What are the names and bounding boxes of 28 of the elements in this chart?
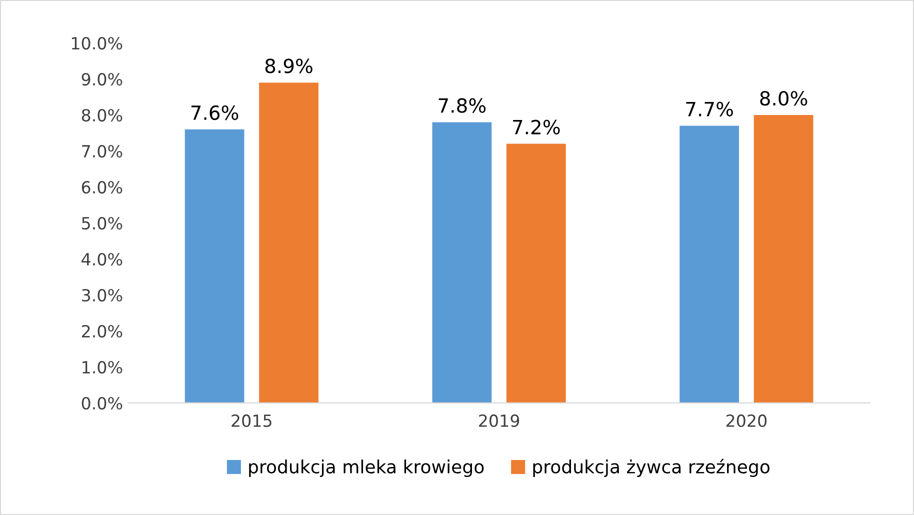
y-tick-label: 1.0% [82,360,122,374]
bar [432,122,492,403]
y-tick-label: 9.0% [82,72,122,86]
y-tick-label: 0.0% [82,396,122,410]
x-tick-label: 2020 [726,414,767,427]
x-tick-label: 2019 [479,414,520,427]
bar [754,115,814,403]
data-label: 7.2% [513,120,560,134]
y-tick-label: 8.0% [82,108,122,122]
y-tick-label: 4.0% [82,252,122,266]
bar [680,126,740,403]
data-label: 7.6% [191,105,238,120]
y-tick-label: 7.0% [82,144,122,158]
bar [184,129,244,403]
x-tick-label: 2015 [232,414,272,427]
data-label: 8.0% [760,90,808,106]
legend-label: produkcja mleka krowiego [249,460,484,478]
data-label: 7.8% [438,98,486,113]
bar [259,82,318,403]
data-label: 7.7% [686,102,733,116]
y-tick-label: 3.0% [82,288,122,302]
y-tick-label: 10.0% [72,36,122,50]
y-tick-label: 6.0% [82,180,122,194]
legend-label: produkcja żywca rzeźnego [533,458,770,478]
y-tick-label: 2.0% [82,324,122,338]
y-tick-label: 5.0% [82,216,122,230]
bar [506,144,566,403]
data-label: 8.9% [265,58,312,74]
